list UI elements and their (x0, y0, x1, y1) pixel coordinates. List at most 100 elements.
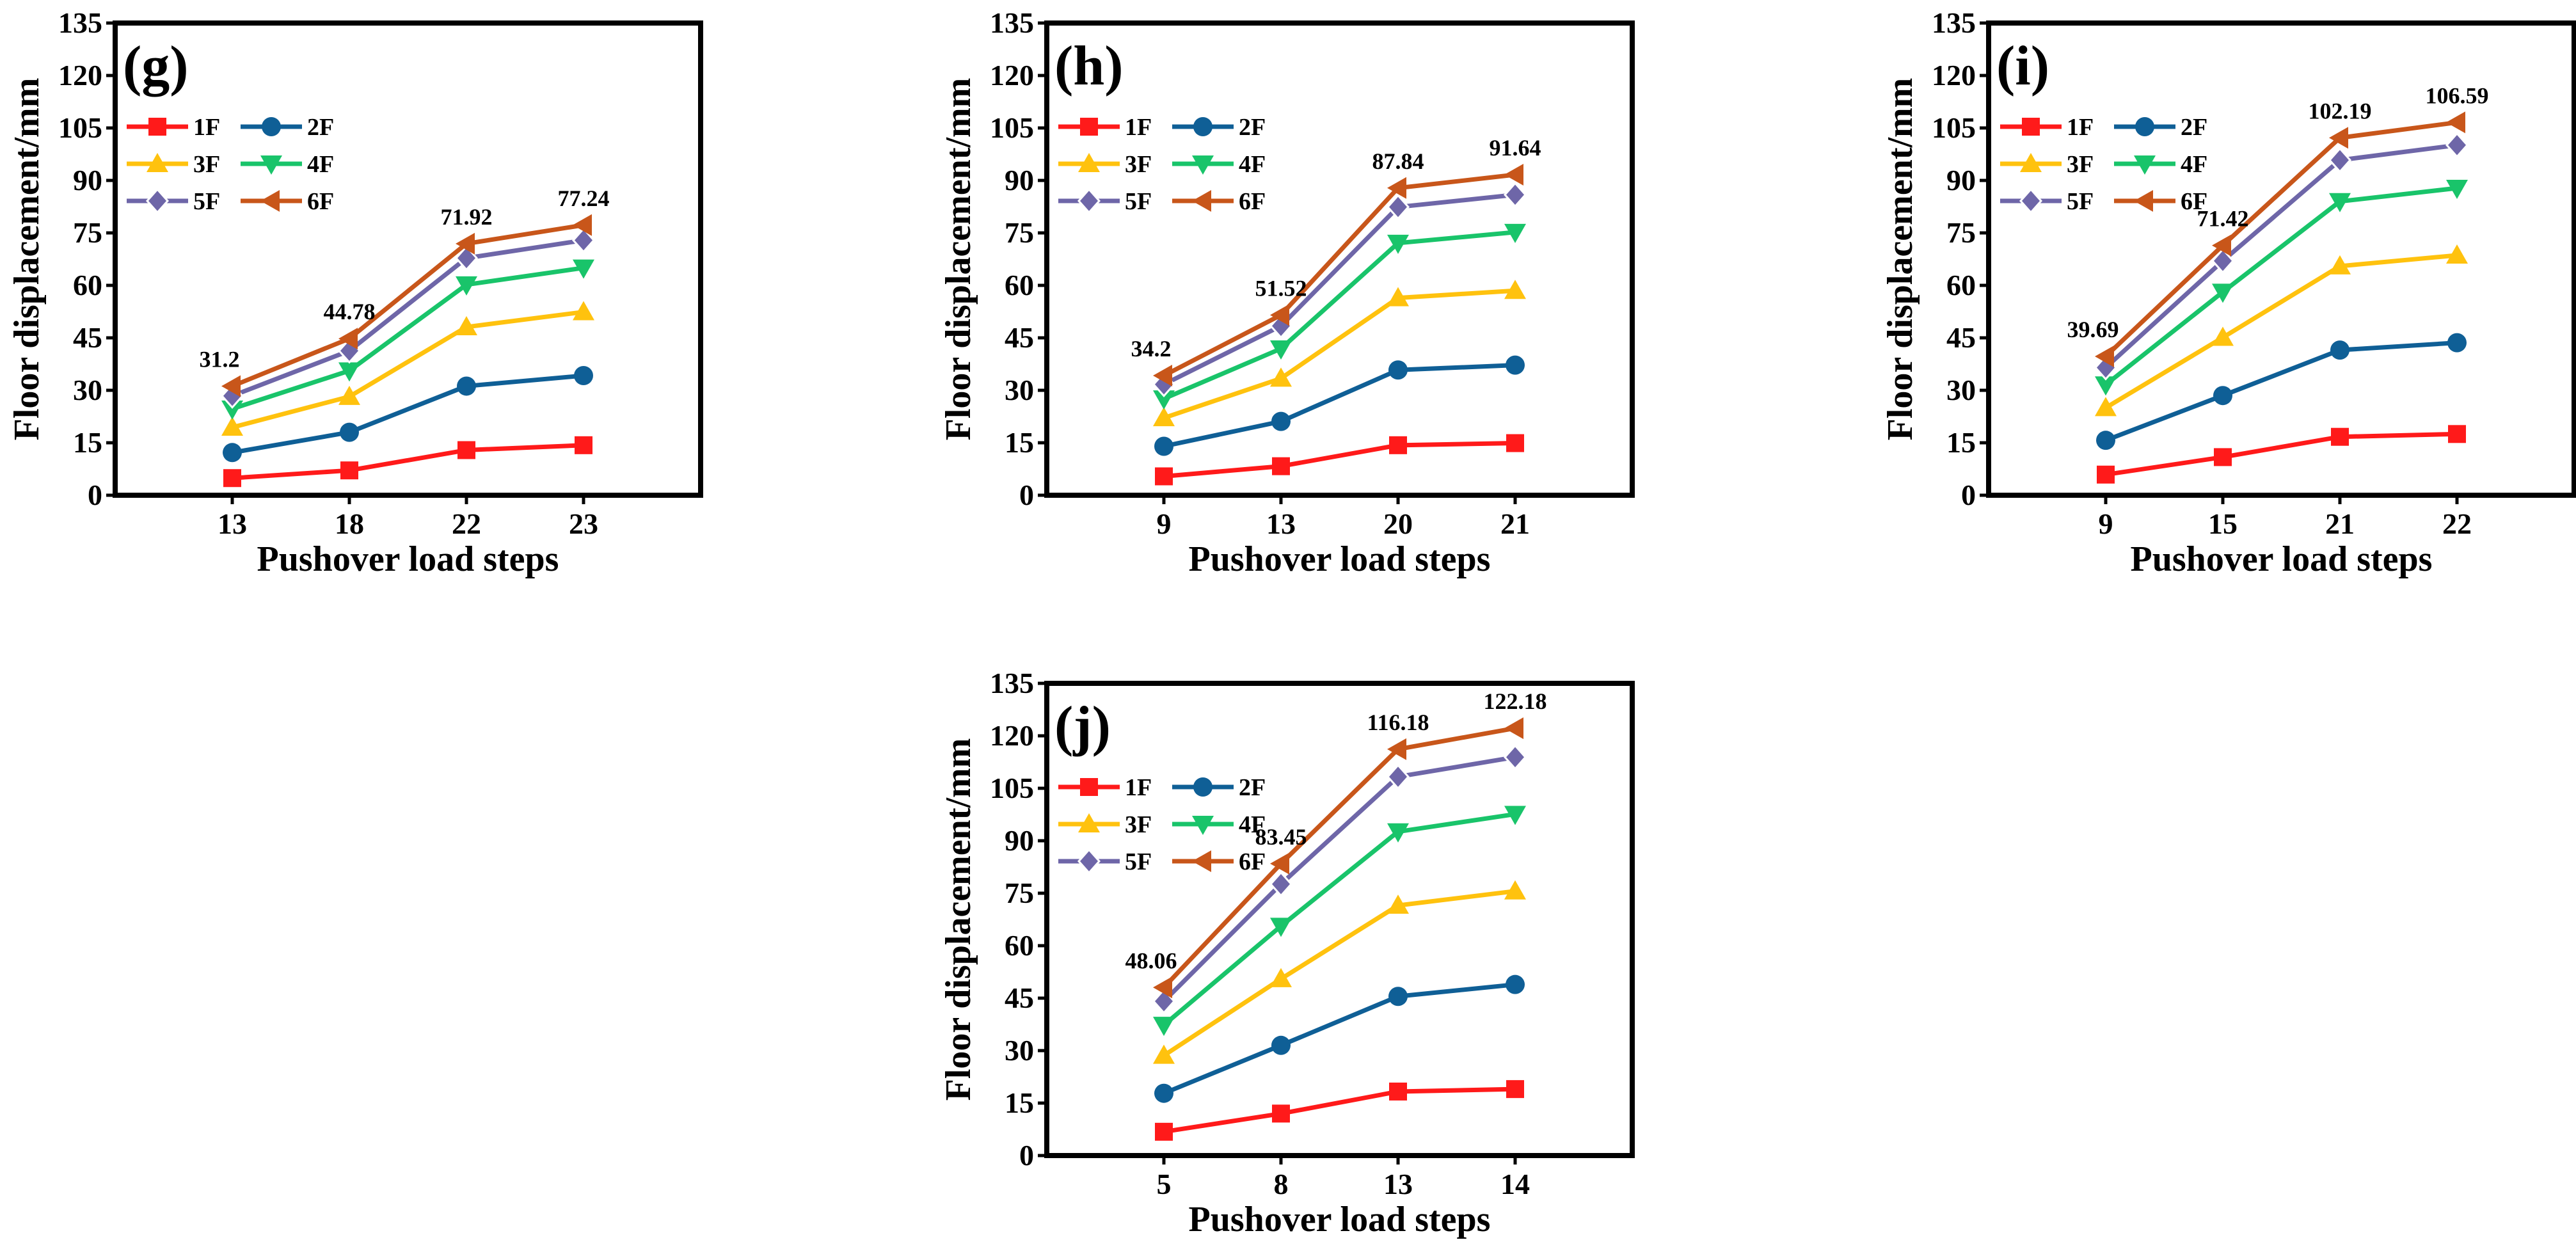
point-6F-20 (1387, 177, 1406, 199)
legend-marker-2F (2135, 117, 2154, 136)
y-tick-label: 135 (990, 667, 1034, 699)
y-tick-label: 45 (1946, 321, 1976, 354)
point-3F-22 (2446, 244, 2468, 264)
y-tick-label: 120 (1932, 59, 1976, 91)
point-6F-9 (2095, 346, 2114, 368)
point-1F-14 (1506, 1080, 1524, 1099)
y-tick-label: 0 (1961, 479, 1976, 511)
y-tick-label: 135 (990, 6, 1034, 39)
point-6F-13 (221, 375, 241, 397)
data-label: 91.64 (1490, 135, 1541, 161)
point-5F-13 (1386, 763, 1410, 790)
legend-marker-2F (1193, 117, 1212, 136)
point-3F-21 (2329, 255, 2351, 274)
x-axis-title: Pushover load steps (1189, 1200, 1491, 1239)
legend-label-2F: 2F (1239, 774, 1266, 801)
y-tick-label: 45 (1005, 321, 1034, 354)
point-4F-23 (573, 259, 594, 279)
point-4F-21 (2329, 193, 2351, 212)
point-2F-9 (1154, 436, 1173, 456)
legend-label-3F: 3F (193, 151, 220, 178)
panel-label: (i) (1996, 35, 2049, 97)
point-4F-22 (2446, 180, 2468, 200)
series-line-5F (1162, 754, 1516, 1003)
y-tick-label: 135 (58, 6, 102, 39)
x-tick-label: 9 (1157, 507, 1172, 540)
point-1F-9 (2097, 465, 2115, 484)
y-tick-label: 30 (73, 374, 102, 406)
series-line-1F (1163, 441, 1516, 479)
y-axis-title: Floor displacement/mm (939, 78, 978, 441)
y-tick-label: 45 (73, 321, 102, 354)
point-4F-22 (456, 276, 477, 296)
point-5F-21 (1503, 182, 1527, 208)
x-tick-label: 22 (2442, 507, 2472, 540)
point-3F-23 (573, 301, 594, 321)
legend-marker-5F (2019, 187, 2043, 214)
y-tick-label: 0 (1019, 479, 1034, 511)
x-tick-label: 5 (1157, 1168, 1172, 1200)
x-tick-label: 20 (1383, 507, 1413, 540)
legend-marker-1F (2022, 118, 2040, 136)
point-1F-22 (2448, 425, 2466, 443)
data-label: 51.52 (1255, 275, 1307, 301)
point-4F-9 (2095, 376, 2117, 396)
legend-marker-1F (148, 118, 166, 136)
point-1F-8 (1272, 1104, 1290, 1123)
point-3F-13 (1387, 894, 1409, 914)
point-1F-23 (575, 436, 592, 454)
panel-j: 0 15 30 45 60 75 90 105 120 135 5 8 13 14 Pushover loa… (939, 667, 1635, 1239)
point-2F-13 (1271, 411, 1291, 431)
point-2F-21 (2330, 340, 2349, 360)
x-axis-title: Pushover load steps (2131, 539, 2433, 579)
x-axis-title: Pushover load steps (257, 539, 559, 579)
legend-marker-4F (260, 155, 282, 175)
series-line-2F (1163, 982, 1516, 1095)
legend-label-1F: 1F (193, 114, 220, 141)
legend-label-3F: 3F (1125, 151, 1152, 178)
y-tick-label: 105 (990, 111, 1034, 144)
legend-label-5F: 5F (1125, 188, 1152, 215)
legend-label-6F: 6F (1239, 188, 1266, 215)
point-4F-8 (1270, 918, 1292, 937)
point-3F-20 (1387, 287, 1409, 306)
point-2F-22 (2447, 333, 2467, 353)
point-6F-21 (1504, 164, 1523, 186)
point-4F-20 (1387, 234, 1409, 254)
series-line-1F (1163, 1086, 1516, 1134)
series-line-3F (1163, 288, 1516, 420)
y-tick-label: 60 (1005, 929, 1034, 962)
point-2F-8 (1271, 1035, 1291, 1055)
x-axis-title: Pushover load steps (1189, 539, 1491, 579)
legend-marker-4F (1192, 155, 1214, 175)
point-6F-15 (2212, 234, 2231, 257)
point-2F-22 (457, 376, 476, 396)
panel-label: (g) (123, 35, 189, 97)
point-5F-22 (2445, 132, 2469, 159)
point-3F-5 (1153, 1044, 1175, 1064)
point-4F-13 (221, 400, 243, 420)
y-axis-title: Floor displacement/mm (7, 78, 47, 441)
point-2F-13 (223, 443, 242, 463)
point-5F-23 (571, 227, 596, 253)
legend-marker-1F (1080, 778, 1098, 796)
series-line-2F (2104, 340, 2458, 443)
point-5F-8 (1269, 871, 1293, 898)
legend-marker-1F (1080, 118, 1098, 136)
x-tick-label: 14 (1500, 1168, 1530, 1200)
legend-marker-6F (1192, 190, 1211, 212)
y-tick-label: 120 (58, 59, 102, 91)
x-tick-label: 8 (1274, 1168, 1289, 1200)
data-label: 83.45 (1255, 824, 1307, 850)
data-label: 87.84 (1372, 148, 1424, 174)
plot-frame (1986, 20, 2576, 498)
point-6F-18 (338, 328, 358, 350)
legend-marker-3F (1078, 153, 1100, 172)
y-tick-label: 45 (1005, 982, 1034, 1014)
series-line-4F (1163, 230, 1516, 401)
legend-marker-6F (1192, 850, 1211, 872)
point-2F-9 (2096, 431, 2115, 450)
y-tick-label: 105 (1932, 111, 1976, 144)
legend-label-5F: 5F (1125, 848, 1152, 875)
point-2F-14 (1506, 974, 1525, 994)
